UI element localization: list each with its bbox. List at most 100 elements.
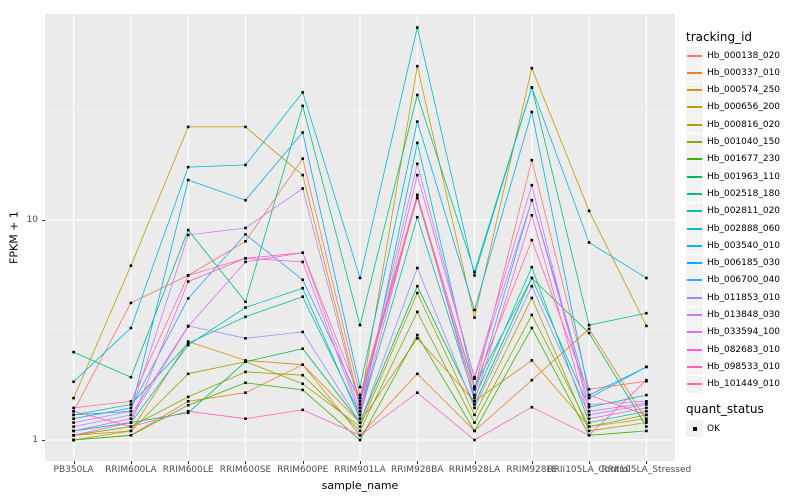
data-point — [72, 438, 75, 442]
data-point — [186, 411, 190, 415]
data-point — [587, 410, 591, 413]
data-point — [244, 260, 247, 264]
data-point — [129, 421, 133, 424]
legend-item-label: Hb_033594_100 — [707, 327, 781, 338]
legend-item: Hb_002518_180 — [686, 185, 780, 203]
data-point — [530, 198, 534, 202]
data-point — [186, 403, 190, 407]
x-tick-label: RRIM600LE — [162, 465, 214, 475]
data-point — [645, 406, 648, 410]
legend-key-line-icon — [686, 289, 703, 307]
data-point — [416, 391, 419, 394]
data-point — [473, 429, 476, 433]
legend-key-line-icon — [686, 271, 703, 289]
data-point — [358, 417, 362, 420]
legend: tracking_id Hb_000138_020 Hb_000337_010 Hb… — [686, 0, 800, 500]
data-point — [587, 241, 591, 244]
legend-item: Hb_002888_060 — [686, 220, 780, 237]
data-point — [645, 276, 648, 280]
chart-canvas — [45, 14, 675, 461]
legend-item-label: Hb_101449_010 — [707, 379, 781, 390]
y-tick-label: 10 — [26, 215, 38, 225]
legend-item: Hb_033594_100 — [686, 323, 781, 341]
x-tick-mark — [417, 461, 419, 464]
data-point — [473, 438, 476, 442]
data-point — [530, 110, 534, 114]
data-point — [186, 274, 190, 277]
legend-item: Hb_000574_250 — [686, 81, 780, 99]
data-point — [473, 270, 476, 274]
legend-key-line-icon — [686, 133, 703, 151]
data-point — [358, 413, 362, 417]
data-point — [244, 163, 247, 167]
data-point — [645, 417, 648, 420]
x-tick-mark — [646, 461, 648, 464]
data-point — [186, 343, 190, 347]
data-point — [244, 300, 247, 304]
data-point — [186, 233, 190, 237]
data-point — [244, 417, 247, 420]
data-point — [129, 429, 133, 433]
legend-item-label: Hb_000138_020 — [707, 50, 781, 61]
data-point — [72, 406, 75, 410]
data-point — [645, 410, 648, 413]
plot-panel — [45, 14, 675, 461]
data-point — [358, 396, 362, 400]
data-point — [301, 278, 304, 282]
legend-item: Hb_000337_010 — [686, 64, 780, 82]
data-point — [645, 393, 648, 397]
legend-item-label: Hb_006185_030 — [707, 258, 781, 269]
data-point — [530, 359, 534, 362]
legend-item-label: Hb_002811_020 — [707, 206, 781, 217]
legend-key-line-icon — [686, 47, 703, 64]
legend-item: Hb_101449_010 — [686, 375, 781, 393]
legend-key-line-icon — [686, 185, 703, 203]
data-point — [186, 178, 190, 182]
data-point — [416, 162, 419, 166]
x-tick-label: RRIM928LA — [448, 465, 501, 475]
data-point — [358, 425, 362, 428]
data-point — [244, 240, 247, 243]
legend-item: Hb_000816_020 — [686, 116, 781, 134]
legend-item-label: Hb_003540_010 — [707, 240, 781, 251]
data-point — [473, 385, 476, 388]
data-point — [301, 347, 304, 350]
data-point — [358, 410, 362, 413]
data-point — [186, 297, 190, 300]
data-point — [129, 400, 133, 403]
data-point — [244, 370, 247, 374]
data-point — [72, 434, 75, 437]
legend-item-label: Hb_000816_020 — [707, 119, 781, 130]
quant-ok-key-icon — [686, 420, 703, 437]
data-point — [358, 421, 362, 424]
x-tick-mark — [188, 461, 190, 464]
data-point — [416, 64, 419, 68]
data-point — [72, 429, 75, 433]
legend-key-line-icon — [686, 306, 703, 324]
data-point — [301, 157, 304, 160]
legend-item-label: Hb_002888_060 — [707, 223, 781, 234]
x-tick-label: RRIM600LA — [105, 465, 157, 475]
legend-item: Hb_000138_020 — [686, 47, 780, 64]
data-point — [301, 388, 304, 392]
data-point — [416, 93, 419, 97]
x-tick-label: RRIM928LE — [506, 465, 558, 475]
data-point — [645, 311, 648, 315]
data-point — [587, 429, 591, 433]
data-point — [416, 284, 419, 288]
data-point — [473, 316, 476, 319]
data-point — [358, 429, 362, 433]
x-tick-mark — [302, 461, 304, 464]
data-point — [301, 408, 304, 412]
data-point — [530, 238, 534, 242]
legend-title-quant-status: quant_status — [686, 402, 764, 416]
data-point — [473, 377, 476, 380]
x-tick-label: RRIM928BA — [391, 465, 444, 475]
data-point — [530, 284, 534, 288]
legend-item: Hb_001040_150 — [686, 133, 780, 151]
legend-item-label: Hb_001963_110 — [707, 171, 781, 182]
legend-key-line-icon — [686, 341, 703, 359]
x-tick-mark — [474, 461, 476, 464]
x-tick-label: PB350LA — [53, 465, 94, 475]
